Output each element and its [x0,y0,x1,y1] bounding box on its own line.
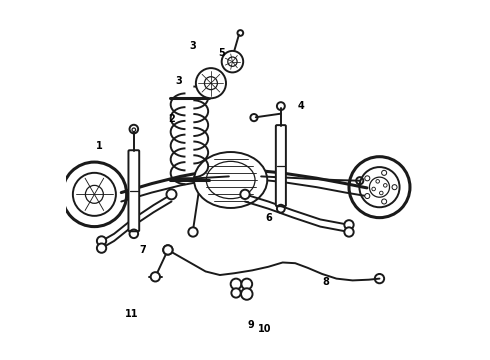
Circle shape [372,187,375,191]
Circle shape [384,184,387,187]
Text: 1: 1 [97,141,103,151]
Circle shape [376,180,379,183]
Circle shape [221,51,243,72]
Circle shape [97,243,106,253]
Circle shape [392,185,397,190]
Circle shape [365,176,370,181]
Circle shape [97,236,106,246]
Circle shape [344,220,354,229]
Text: 3: 3 [175,76,182,86]
Text: 11: 11 [125,310,139,319]
Circle shape [188,227,197,237]
Circle shape [365,194,370,198]
Circle shape [241,288,252,300]
Circle shape [163,245,172,255]
Circle shape [240,190,250,199]
Circle shape [231,279,242,289]
Text: 7: 7 [140,245,146,255]
Circle shape [231,288,241,298]
Ellipse shape [206,161,255,199]
Text: 9: 9 [247,320,254,330]
Text: 4: 4 [297,102,304,112]
FancyBboxPatch shape [276,125,286,206]
Text: 10: 10 [258,324,271,334]
Text: 2: 2 [168,114,175,124]
Circle shape [382,170,387,175]
Circle shape [196,68,226,98]
Circle shape [132,128,136,132]
Circle shape [167,189,176,199]
Circle shape [344,227,354,237]
FancyBboxPatch shape [128,150,139,231]
Text: 5: 5 [219,48,225,58]
Text: 3: 3 [190,41,196,50]
Text: 6: 6 [265,213,271,222]
Circle shape [151,272,160,282]
Text: 8: 8 [322,277,329,287]
Circle shape [242,279,252,289]
Circle shape [228,57,237,66]
Ellipse shape [194,152,267,208]
Circle shape [382,199,387,204]
Circle shape [379,191,383,195]
Circle shape [204,77,218,90]
